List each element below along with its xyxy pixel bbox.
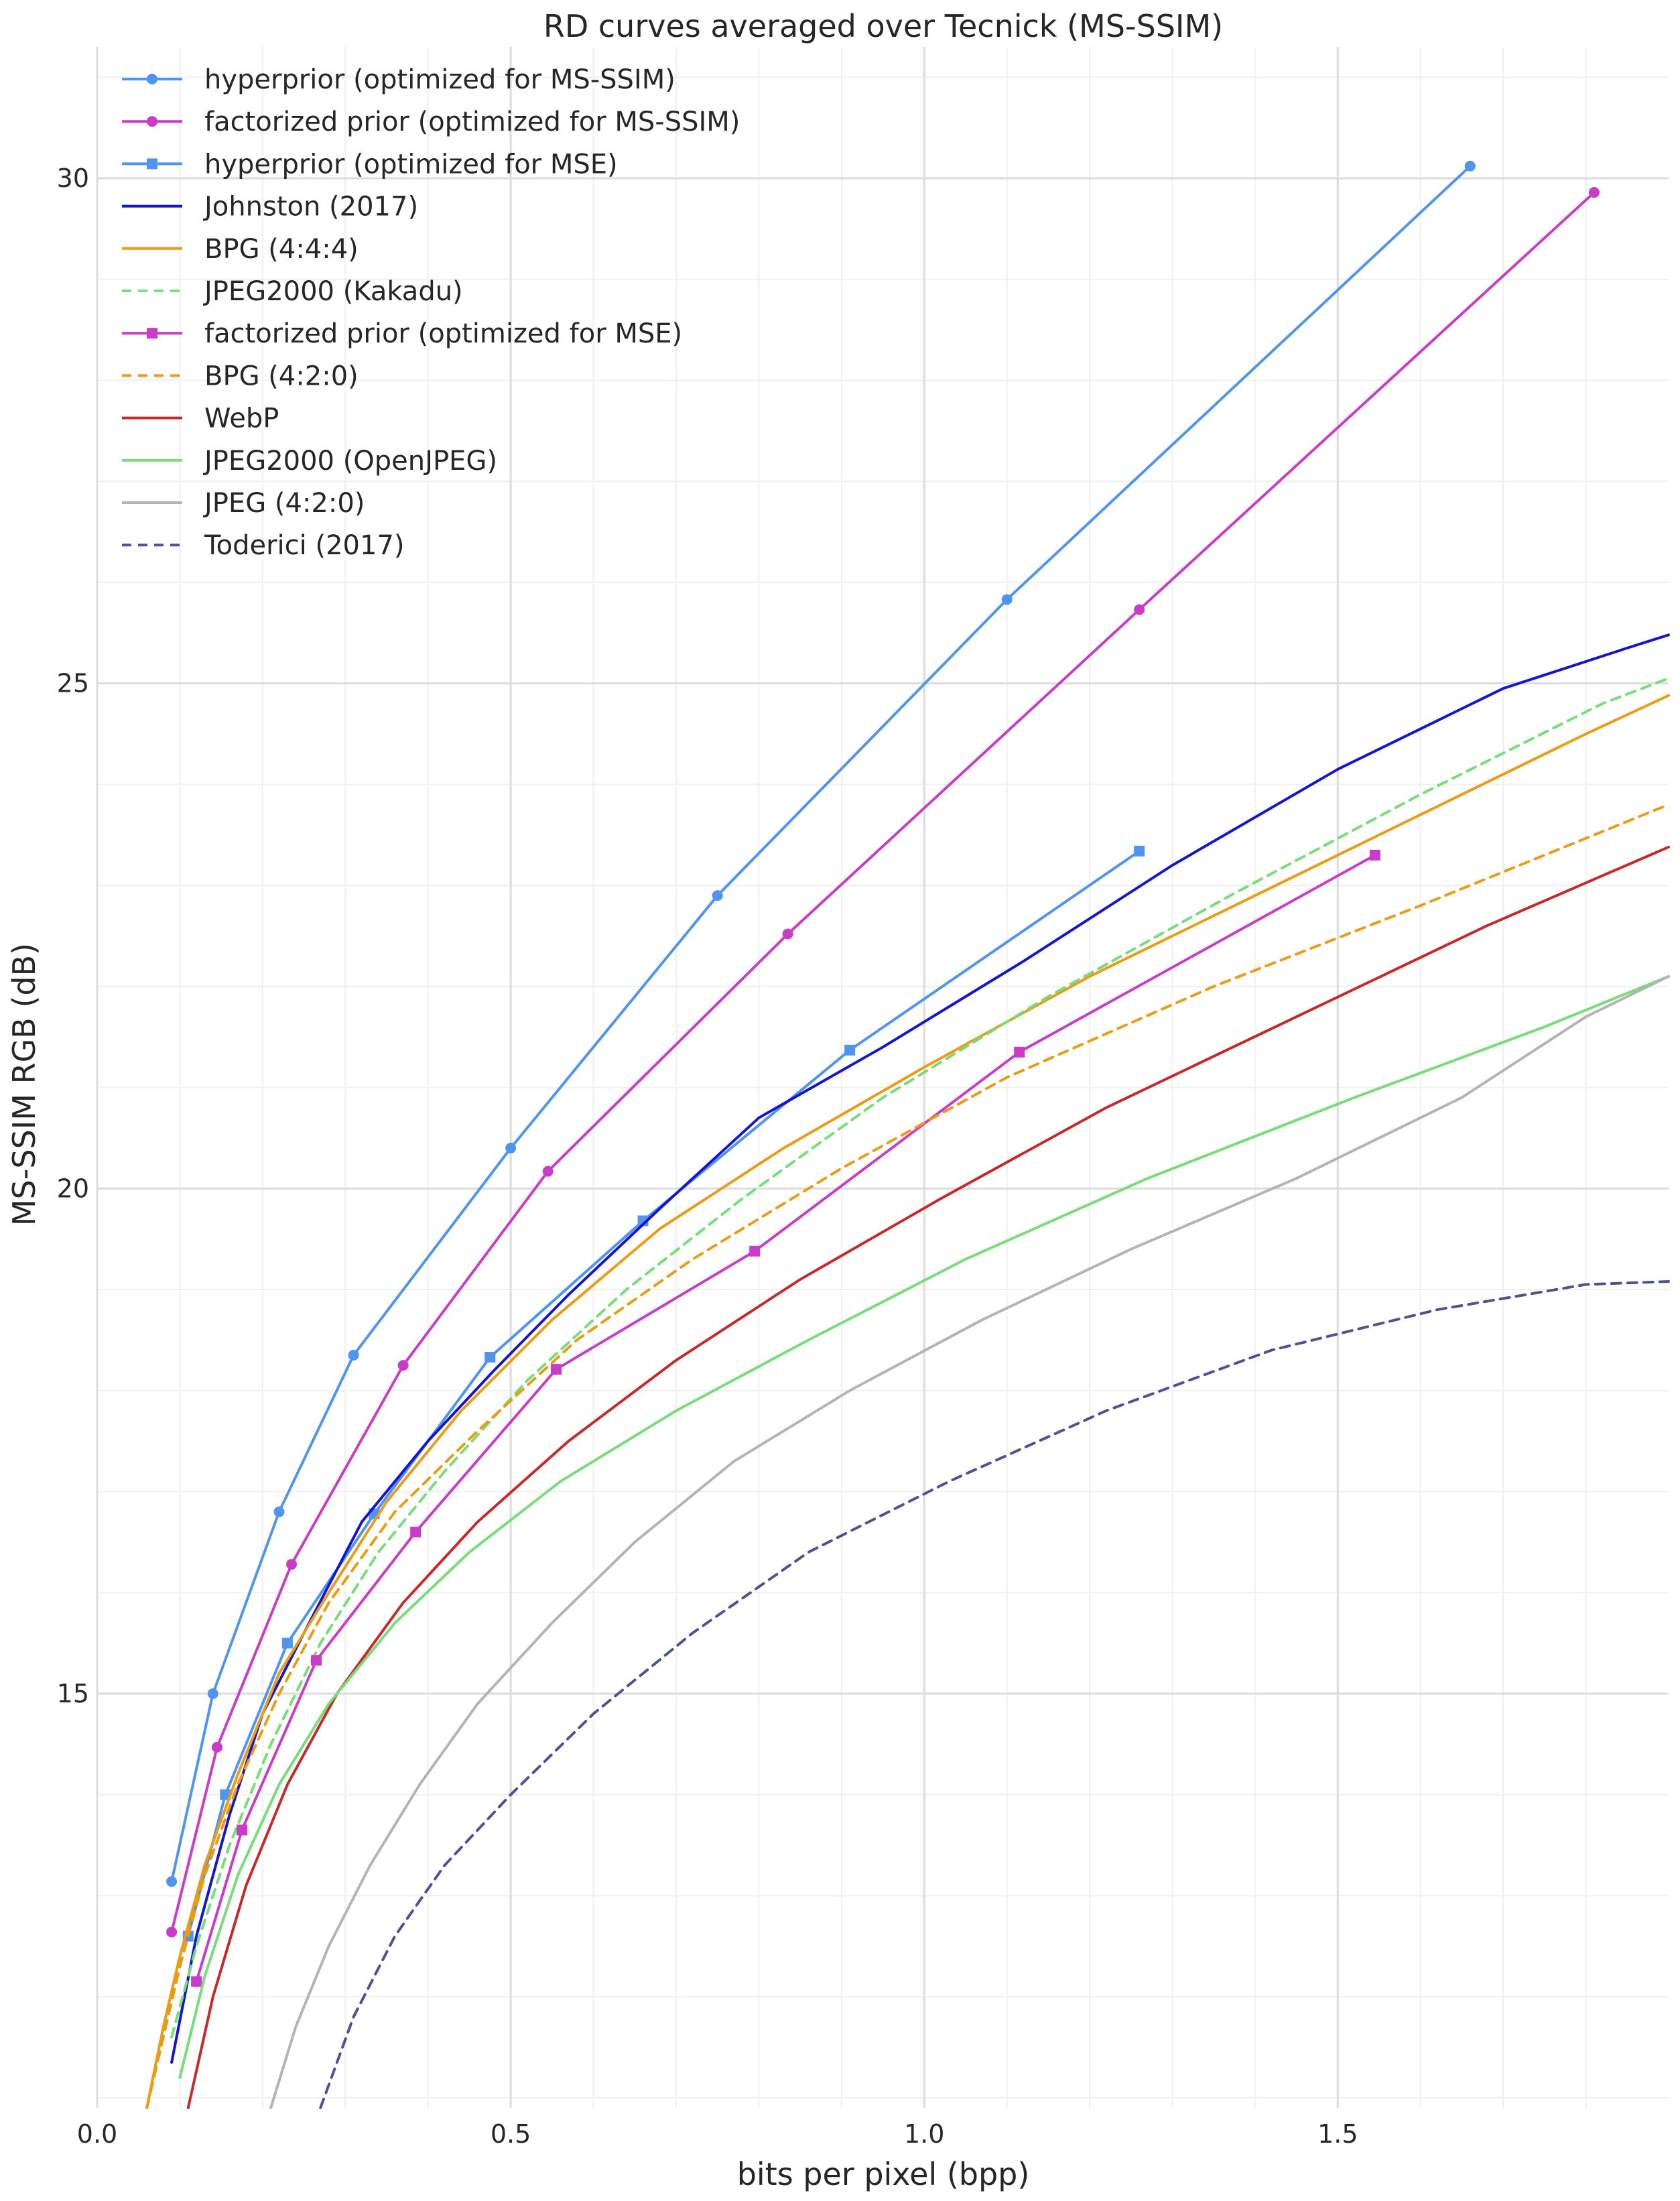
legend-entry: hyperprior (optimized for MSE) bbox=[122, 149, 618, 180]
series-line bbox=[186, 845, 1670, 2109]
data-point bbox=[273, 1506, 285, 1517]
data-point bbox=[505, 1143, 517, 1154]
data-point bbox=[207, 1688, 218, 1699]
data-point bbox=[1369, 849, 1380, 861]
data-point bbox=[191, 1976, 202, 1987]
series-0 bbox=[166, 160, 1476, 1887]
legend-label: BPG (4:2:0) bbox=[204, 361, 359, 391]
series-1 bbox=[166, 187, 1600, 1938]
y-tick-label: 30 bbox=[57, 164, 89, 193]
series-line bbox=[178, 974, 1670, 2079]
data-point bbox=[1134, 604, 1145, 615]
legend-entry: factorized prior (optimized for MS-SSIM) bbox=[122, 107, 740, 137]
data-point bbox=[348, 1350, 359, 1361]
data-point bbox=[844, 1044, 856, 1056]
data-point bbox=[211, 1741, 222, 1753]
data-point bbox=[1588, 187, 1600, 198]
legend-label: JPEG2000 (Kakadu) bbox=[202, 276, 463, 307]
y-tick-label: 15 bbox=[57, 1679, 89, 1708]
legend-label: factorized prior (optimized for MS-SSIM) bbox=[204, 107, 740, 137]
data-point bbox=[484, 1352, 496, 1363]
legend-label: Toderici (2017) bbox=[204, 530, 405, 561]
y-axis-label: MS-SSIM RGB (dB) bbox=[6, 943, 42, 1226]
x-tick-label: 0.5 bbox=[491, 2119, 531, 2149]
legend-entry: Johnston (2017) bbox=[122, 192, 418, 223]
series-line bbox=[145, 803, 1670, 2109]
data-point bbox=[1464, 160, 1476, 172]
data-point bbox=[712, 890, 723, 901]
legend-entry: JPEG2000 (Kakadu) bbox=[122, 276, 463, 307]
tick-labels: 0.0 0.5 1.0 1.5 15 20 25 30 bbox=[57, 164, 1358, 2149]
legend-marker bbox=[147, 158, 157, 170]
legend-label: hyperprior (optimized for MSE) bbox=[204, 149, 618, 180]
x-tick-label: 0.0 bbox=[77, 2119, 117, 2149]
legend-entry: WebP bbox=[122, 403, 279, 434]
series-9 bbox=[178, 974, 1670, 2079]
x-tick-label: 1.0 bbox=[904, 2119, 944, 2149]
x-tick-label: 1.5 bbox=[1317, 2119, 1358, 2149]
chart-title: RD curves averaged over Tecnick (MS-SSIM… bbox=[543, 8, 1223, 44]
series-6 bbox=[191, 849, 1380, 1987]
data-point bbox=[410, 1526, 422, 1537]
legend-entry: BPG (4:2:0) bbox=[122, 361, 359, 391]
data-point bbox=[166, 1876, 178, 1887]
x-axis-label: bits per pixel (bpp) bbox=[737, 2156, 1030, 2192]
legend-marker bbox=[147, 74, 157, 84]
data-point bbox=[782, 928, 793, 940]
legend-label: JPEG (4:2:0) bbox=[202, 488, 365, 519]
y-tick-label: 25 bbox=[57, 669, 89, 698]
legend-label: BPG (4:4:4) bbox=[204, 234, 359, 265]
legend-marker bbox=[147, 328, 157, 339]
legend-label: WebP bbox=[204, 403, 279, 434]
data-point bbox=[749, 1245, 761, 1257]
data-point bbox=[311, 1655, 322, 1666]
legend-entry: JPEG (4:2:0) bbox=[122, 488, 365, 519]
legend-entry: Toderici (2017) bbox=[122, 530, 405, 561]
legend-label: hyperprior (optimized for MS-SSIM) bbox=[204, 64, 675, 95]
series-5 bbox=[170, 677, 1670, 2039]
legend-entry: hyperprior (optimized for MS-SSIM) bbox=[122, 64, 675, 95]
series-7 bbox=[145, 803, 1670, 2109]
series-line bbox=[319, 1280, 1670, 2109]
data-point bbox=[281, 1637, 293, 1649]
data-point bbox=[397, 1360, 409, 1371]
data-point bbox=[236, 1824, 247, 1836]
legend-label: factorized prior (optimized for MSE) bbox=[204, 318, 682, 349]
series-line bbox=[170, 677, 1670, 2039]
series-line bbox=[145, 694, 1670, 2109]
data-point bbox=[286, 1559, 298, 1570]
series-layer bbox=[145, 160, 1670, 2109]
legend-entry: JPEG2000 (OpenJPEG) bbox=[122, 446, 497, 477]
data-point bbox=[542, 1166, 554, 1177]
series-4 bbox=[145, 694, 1670, 2109]
legend-label: JPEG2000 (OpenJPEG) bbox=[202, 446, 497, 477]
series-line bbox=[170, 191, 1596, 1934]
series-11 bbox=[319, 1280, 1670, 2109]
data-point bbox=[166, 1926, 178, 1938]
legend-label: Johnston (2017) bbox=[202, 192, 418, 223]
series-line bbox=[170, 164, 1472, 1883]
series-line bbox=[269, 974, 1670, 2109]
legend: hyperprior (optimized for MS-SSIM) factor… bbox=[122, 64, 740, 561]
data-point bbox=[550, 1364, 562, 1375]
data-point bbox=[1001, 594, 1013, 605]
legend-marker bbox=[147, 116, 157, 127]
data-point bbox=[1134, 845, 1145, 857]
series-10 bbox=[269, 974, 1670, 2109]
series-8 bbox=[186, 845, 1670, 2109]
y-tick-label: 20 bbox=[57, 1174, 89, 1203]
data-point bbox=[1014, 1046, 1025, 1058]
legend-entry: BPG (4:4:4) bbox=[122, 234, 359, 265]
legend-entry: factorized prior (optimized for MSE) bbox=[122, 318, 682, 349]
series-line bbox=[195, 853, 1376, 1983]
major-grid bbox=[96, 47, 1669, 2108]
